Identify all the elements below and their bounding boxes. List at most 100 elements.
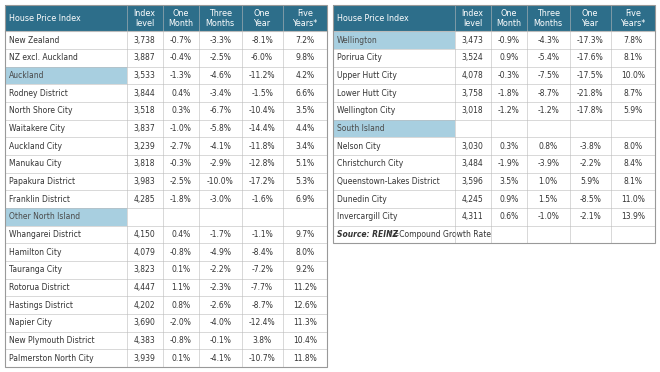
Text: 3,758: 3,758 xyxy=(462,89,484,98)
Text: House Price Index: House Price Index xyxy=(9,14,81,23)
Text: -17.2%: -17.2% xyxy=(249,177,275,186)
Text: Index
level: Index level xyxy=(461,9,484,28)
Text: *=Compound Growth Rate: *=Compound Growth Rate xyxy=(389,230,491,239)
Text: Source: REINZ: Source: REINZ xyxy=(337,230,398,239)
Bar xyxy=(5,349,327,367)
Text: 3.5%: 3.5% xyxy=(499,177,518,186)
Text: 4,245: 4,245 xyxy=(462,195,484,204)
Text: 3,518: 3,518 xyxy=(134,106,156,115)
Text: 1.0%: 1.0% xyxy=(539,177,558,186)
Text: 4.4%: 4.4% xyxy=(295,124,314,133)
Text: 9.7%: 9.7% xyxy=(295,230,314,239)
Text: House Price Index: House Price Index xyxy=(337,14,409,23)
Text: Index
level: Index level xyxy=(133,9,156,28)
Text: Christchurch City: Christchurch City xyxy=(337,160,403,169)
Bar xyxy=(5,173,327,190)
Text: -1.3%: -1.3% xyxy=(170,71,191,80)
Text: -8.1%: -8.1% xyxy=(251,36,273,45)
Text: -8.5%: -8.5% xyxy=(579,195,601,204)
Bar xyxy=(5,226,327,243)
Text: Invercargill City: Invercargill City xyxy=(337,212,397,221)
Bar xyxy=(5,120,327,137)
Text: 7.8%: 7.8% xyxy=(623,36,642,45)
Bar xyxy=(333,190,655,208)
Text: -1.1%: -1.1% xyxy=(251,230,273,239)
Text: 9.8%: 9.8% xyxy=(295,54,314,62)
Text: Other North Island: Other North Island xyxy=(9,212,80,221)
Text: -3.3%: -3.3% xyxy=(209,36,231,45)
Text: -6.0%: -6.0% xyxy=(251,54,273,62)
Text: -10.0%: -10.0% xyxy=(207,177,234,186)
Text: 3,239: 3,239 xyxy=(134,142,156,151)
Text: 0.3%: 0.3% xyxy=(171,106,191,115)
Text: Hastings District: Hastings District xyxy=(9,301,73,310)
Text: 0.4%: 0.4% xyxy=(171,230,191,239)
Text: 3,690: 3,690 xyxy=(134,318,156,327)
Text: -2.2%: -2.2% xyxy=(209,265,231,275)
Text: 4,285: 4,285 xyxy=(134,195,156,204)
Bar xyxy=(333,49,655,67)
Text: -4.9%: -4.9% xyxy=(209,248,231,257)
Text: 4,078: 4,078 xyxy=(462,71,484,80)
Text: 11.3%: 11.3% xyxy=(293,318,317,327)
Text: Three
Months: Three Months xyxy=(206,9,235,28)
Bar xyxy=(5,243,327,261)
Text: 8.4%: 8.4% xyxy=(623,160,642,169)
Text: 3,030: 3,030 xyxy=(462,142,484,151)
Text: 3,484: 3,484 xyxy=(462,160,484,169)
Text: NZ excl. Auckland: NZ excl. Auckland xyxy=(9,54,78,62)
Text: 8.0%: 8.0% xyxy=(623,142,642,151)
Text: 3.4%: 3.4% xyxy=(295,142,314,151)
Text: -2.5%: -2.5% xyxy=(170,177,191,186)
Text: 8.1%: 8.1% xyxy=(623,54,642,62)
Text: 8.1%: 8.1% xyxy=(623,177,642,186)
Text: 3,738: 3,738 xyxy=(134,36,156,45)
Bar xyxy=(333,84,655,102)
Text: -7.2%: -7.2% xyxy=(251,265,273,275)
Bar xyxy=(5,314,327,332)
Bar xyxy=(333,137,655,155)
Text: 0.6%: 0.6% xyxy=(499,212,518,221)
Text: 3.8%: 3.8% xyxy=(253,336,272,345)
Text: 8.7%: 8.7% xyxy=(623,89,642,98)
Text: 8.0%: 8.0% xyxy=(295,248,314,257)
Text: -4.1%: -4.1% xyxy=(209,354,231,363)
Text: Auckland City: Auckland City xyxy=(9,142,62,151)
Bar xyxy=(333,208,655,226)
Text: 5.3%: 5.3% xyxy=(295,177,314,186)
Text: -8.4%: -8.4% xyxy=(251,248,273,257)
Bar xyxy=(5,32,327,49)
Text: Three
Months: Three Months xyxy=(534,9,563,28)
Text: 12.6%: 12.6% xyxy=(293,301,317,310)
Text: -4.1%: -4.1% xyxy=(209,142,231,151)
Text: -2.7%: -2.7% xyxy=(170,142,191,151)
Text: One
Year: One Year xyxy=(253,9,271,28)
Bar xyxy=(5,261,327,279)
Text: 5.9%: 5.9% xyxy=(623,106,642,115)
Text: -1.8%: -1.8% xyxy=(170,195,191,204)
Text: 0.9%: 0.9% xyxy=(499,54,518,62)
Text: -1.0%: -1.0% xyxy=(537,212,559,221)
Text: South Island: South Island xyxy=(337,124,385,133)
Text: Lower Hutt City: Lower Hutt City xyxy=(337,89,397,98)
Bar xyxy=(455,32,655,49)
Bar xyxy=(5,190,327,208)
Text: -4.3%: -4.3% xyxy=(537,36,559,45)
Text: 4,447: 4,447 xyxy=(134,283,156,292)
Text: 3,018: 3,018 xyxy=(462,106,484,115)
Text: -12.4%: -12.4% xyxy=(249,318,275,327)
Text: Queenstown-Lakes District: Queenstown-Lakes District xyxy=(337,177,440,186)
Text: Papakura District: Papakura District xyxy=(9,177,75,186)
Text: -12.8%: -12.8% xyxy=(249,160,275,169)
Text: 0.3%: 0.3% xyxy=(499,142,518,151)
Text: -1.0%: -1.0% xyxy=(170,124,191,133)
Text: -5.4%: -5.4% xyxy=(537,54,559,62)
Text: 13.9%: 13.9% xyxy=(621,212,645,221)
Text: Wellington City: Wellington City xyxy=(337,106,395,115)
Text: 0.9%: 0.9% xyxy=(499,195,518,204)
Text: Whangarei District: Whangarei District xyxy=(9,230,81,239)
Text: 5.9%: 5.9% xyxy=(581,177,600,186)
Text: -1.8%: -1.8% xyxy=(498,89,519,98)
Bar xyxy=(5,137,327,155)
Text: -0.9%: -0.9% xyxy=(498,36,520,45)
